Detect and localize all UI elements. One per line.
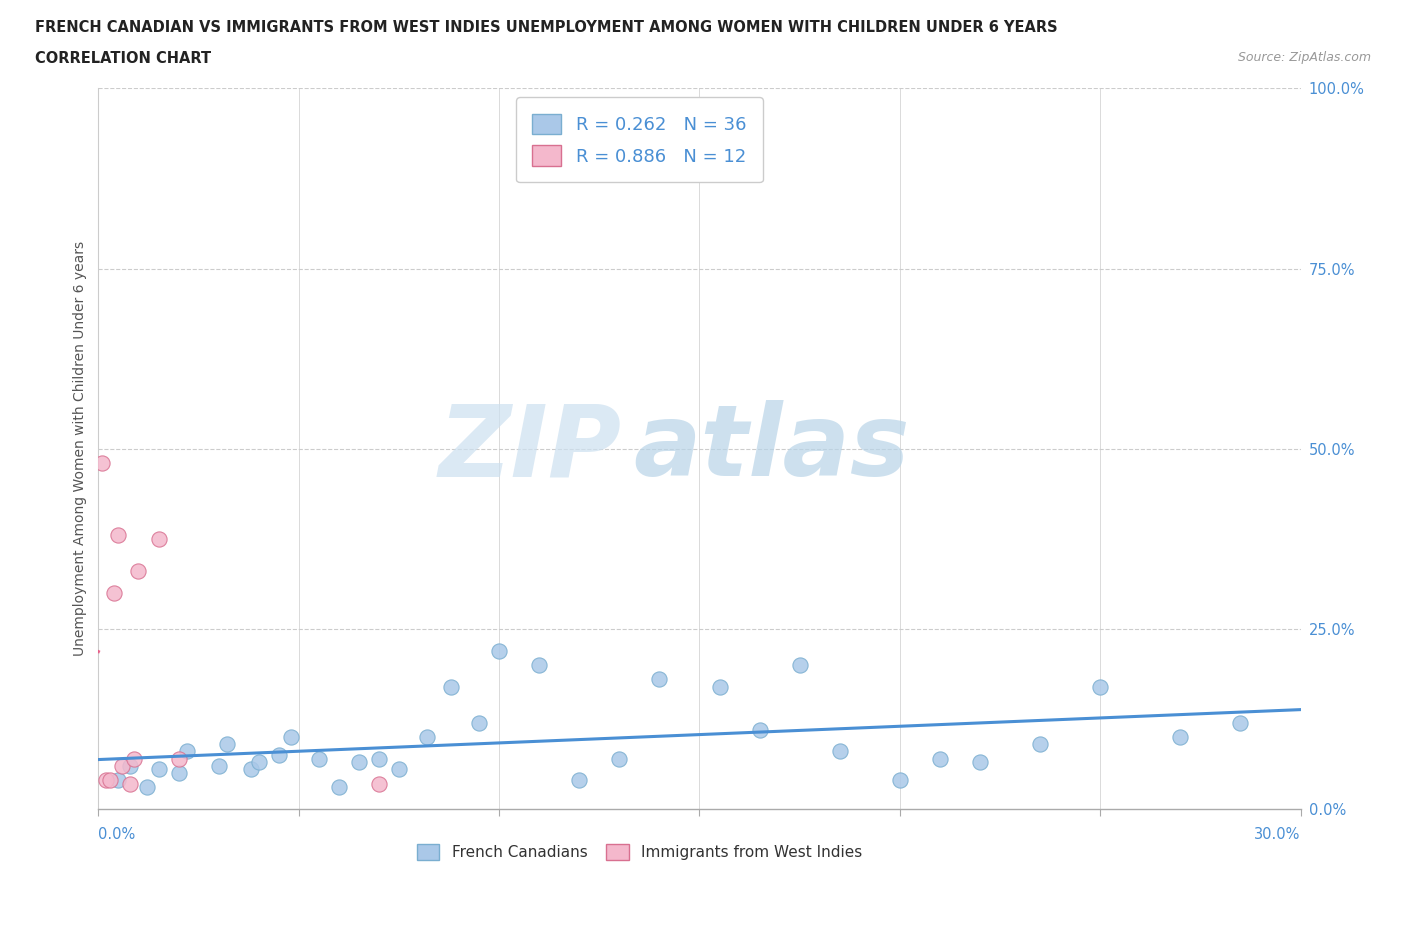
Point <box>239 762 262 777</box>
Point <box>440 679 463 694</box>
Text: ZIP: ZIP <box>439 400 621 498</box>
Point <box>103 586 125 601</box>
Point <box>247 755 270 770</box>
Point <box>609 751 631 766</box>
Text: 30.0%: 30.0% <box>1254 827 1301 842</box>
Text: CORRELATION CHART: CORRELATION CHART <box>35 51 211 66</box>
Point <box>468 715 491 730</box>
Point <box>828 744 851 759</box>
Point <box>308 751 330 766</box>
Point <box>929 751 952 766</box>
Point <box>969 755 991 770</box>
Point <box>96 773 118 788</box>
Point <box>128 564 150 578</box>
Text: 0.0%: 0.0% <box>98 827 135 842</box>
Point <box>91 456 114 471</box>
Point <box>529 658 551 672</box>
Point <box>135 780 157 795</box>
Point <box>124 751 146 766</box>
Text: Source: ZipAtlas.com: Source: ZipAtlas.com <box>1237 51 1371 64</box>
Point <box>167 765 190 780</box>
Point <box>368 777 391 791</box>
Text: atlas: atlas <box>633 400 910 498</box>
Point <box>120 759 142 774</box>
Point <box>1088 679 1111 694</box>
Point <box>120 777 142 791</box>
Point <box>176 744 198 759</box>
Y-axis label: Unemployment Among Women with Children Under 6 years: Unemployment Among Women with Children U… <box>73 241 87 657</box>
Point <box>568 773 591 788</box>
Point <box>107 773 129 788</box>
Point <box>167 751 190 766</box>
Point <box>748 723 770 737</box>
Point <box>1229 715 1251 730</box>
Point <box>107 528 129 543</box>
Point <box>1170 729 1192 744</box>
Point <box>208 759 231 774</box>
Point <box>368 751 391 766</box>
Point <box>709 679 731 694</box>
Point <box>416 729 439 744</box>
Point <box>488 644 510 658</box>
Point <box>100 773 122 788</box>
Legend: French Canadians, Immigrants from West Indies: French Canadians, Immigrants from West I… <box>411 838 869 867</box>
Point <box>1029 737 1052 751</box>
Point <box>148 531 170 546</box>
Point <box>267 748 290 763</box>
Point <box>648 671 671 686</box>
Point <box>889 773 911 788</box>
Point <box>789 658 811 672</box>
Text: FRENCH CANADIAN VS IMMIGRANTS FROM WEST INDIES UNEMPLOYMENT AMONG WOMEN WITH CHI: FRENCH CANADIAN VS IMMIGRANTS FROM WEST … <box>35 20 1057 35</box>
Point <box>280 729 302 744</box>
Point <box>148 762 170 777</box>
Point <box>388 762 411 777</box>
Point <box>215 737 238 751</box>
Point <box>328 780 350 795</box>
Point <box>111 759 134 774</box>
Point <box>347 755 370 770</box>
